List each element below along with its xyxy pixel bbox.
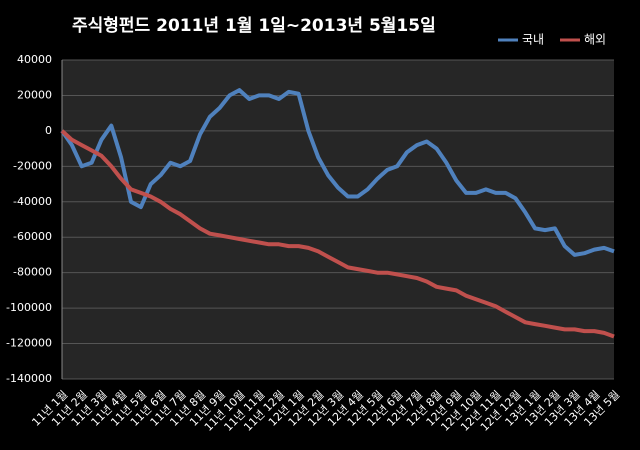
y-tick-label: 20000 (17, 88, 52, 101)
y-tick-label: -120000 (6, 337, 52, 350)
y-tick-label: -20000 (13, 159, 52, 172)
data-line (60, 88, 615, 257)
y-tick-label: -100000 (6, 301, 52, 314)
y-tick-label: -40000 (13, 195, 52, 208)
chart-title: 주식형펀드 2011년 1월 1일~2013년 5월15일 (72, 15, 436, 36)
legend-label: 국내 (522, 33, 544, 47)
plot-area (62, 60, 614, 379)
data-line (60, 129, 615, 339)
y-tick-label: -80000 (13, 266, 52, 279)
y-tick-label: -60000 (13, 230, 52, 243)
legend-label: 해외 (584, 33, 606, 47)
y-tick-label: 40000 (17, 53, 52, 66)
y-tick-label: -140000 (6, 372, 52, 385)
y-tick-label: 0 (45, 124, 52, 137)
